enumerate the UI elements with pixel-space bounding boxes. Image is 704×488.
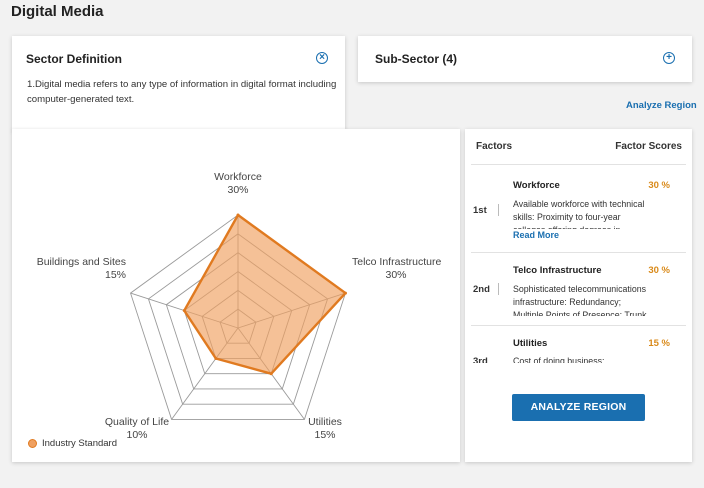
data-point-utilities (269, 372, 273, 376)
radar-chart (130, 213, 347, 420)
read-more-link[interactable]: Read More (513, 230, 560, 240)
factor-score: 30 % (648, 265, 670, 276)
factor-name: Workforce (513, 180, 560, 191)
rank-separator (498, 204, 499, 216)
sector-definition-title: Sector Definition (26, 52, 123, 66)
factor-description: Sophisticated telecommunications infrast… (513, 284, 647, 316)
divider (471, 252, 686, 253)
legend-label: Industry Standard (42, 438, 117, 449)
axis-label-workforce: Workforce 30% (214, 171, 262, 196)
factor-description: Available workforce with technical skill… (513, 199, 645, 229)
divider (471, 325, 686, 326)
factor-item: Utilities 15 % 3rd Cost of doing busines… (465, 333, 692, 363)
factor-rank: 3rd (473, 356, 488, 363)
axis-label-quality-of-life: Quality of Life 10% (104, 416, 170, 441)
analyze-region-button[interactable]: ANALYZE REGION (512, 394, 645, 421)
sub-sector-title: Sub-Sector (4) (375, 52, 458, 66)
series-area (183, 213, 347, 375)
factor-name: Utilities (513, 338, 548, 349)
sector-definition-card: Sector Definition × 1.Digital media refe… (12, 36, 345, 131)
chart-legend: Industry Standard (28, 438, 117, 449)
factor-item: Workforce 30 % 1st Available workforce w… (465, 173, 692, 240)
factor-name: Telco Infrastructure (513, 265, 602, 276)
radar-chart-card: Workforce 30% Telco Infrastructure 30% Uti… (12, 129, 460, 462)
axis-label-telco: Telco Infrastructure 30% (352, 256, 442, 281)
rank-separator (498, 283, 499, 295)
data-point-telco-infrastructure (343, 291, 347, 295)
sector-definition-text: 1.Digital media refers to any type of in… (27, 79, 337, 105)
page-title: Digital Media (11, 3, 104, 20)
factor-rank: 1st (473, 205, 487, 216)
factor-score: 15 % (648, 338, 670, 349)
sub-sector-card[interactable]: Sub-Sector (4) + (358, 36, 692, 82)
analyze-region-link[interactable]: Analyze Region (626, 100, 697, 111)
factors-panel: Factors Factor Scores Workforce 30 % 1st… (465, 129, 692, 462)
expand-icon[interactable]: + (663, 52, 675, 64)
data-point-quality-of-life (214, 356, 218, 360)
data-point-buildings-and-sites (182, 309, 186, 313)
factor-item: Telco Infrastructure 30 % 2nd Sophistica… (465, 259, 692, 316)
axis-label-utilities: Utilities 15% (308, 416, 342, 441)
divider (471, 164, 686, 165)
data-point-workforce (236, 213, 240, 217)
factor-rank: 2nd (473, 284, 490, 295)
factor-score: 30 % (648, 180, 670, 191)
factors-header: Factors (476, 141, 513, 152)
collapse-icon[interactable]: × (316, 52, 328, 64)
factor-description: Cost of doing business: (513, 356, 605, 363)
axis-label-buildings: Buildings and Sites 15% (36, 256, 126, 281)
legend-dot-icon (28, 439, 37, 448)
factor-scores-header: Factor Scores (615, 141, 682, 152)
